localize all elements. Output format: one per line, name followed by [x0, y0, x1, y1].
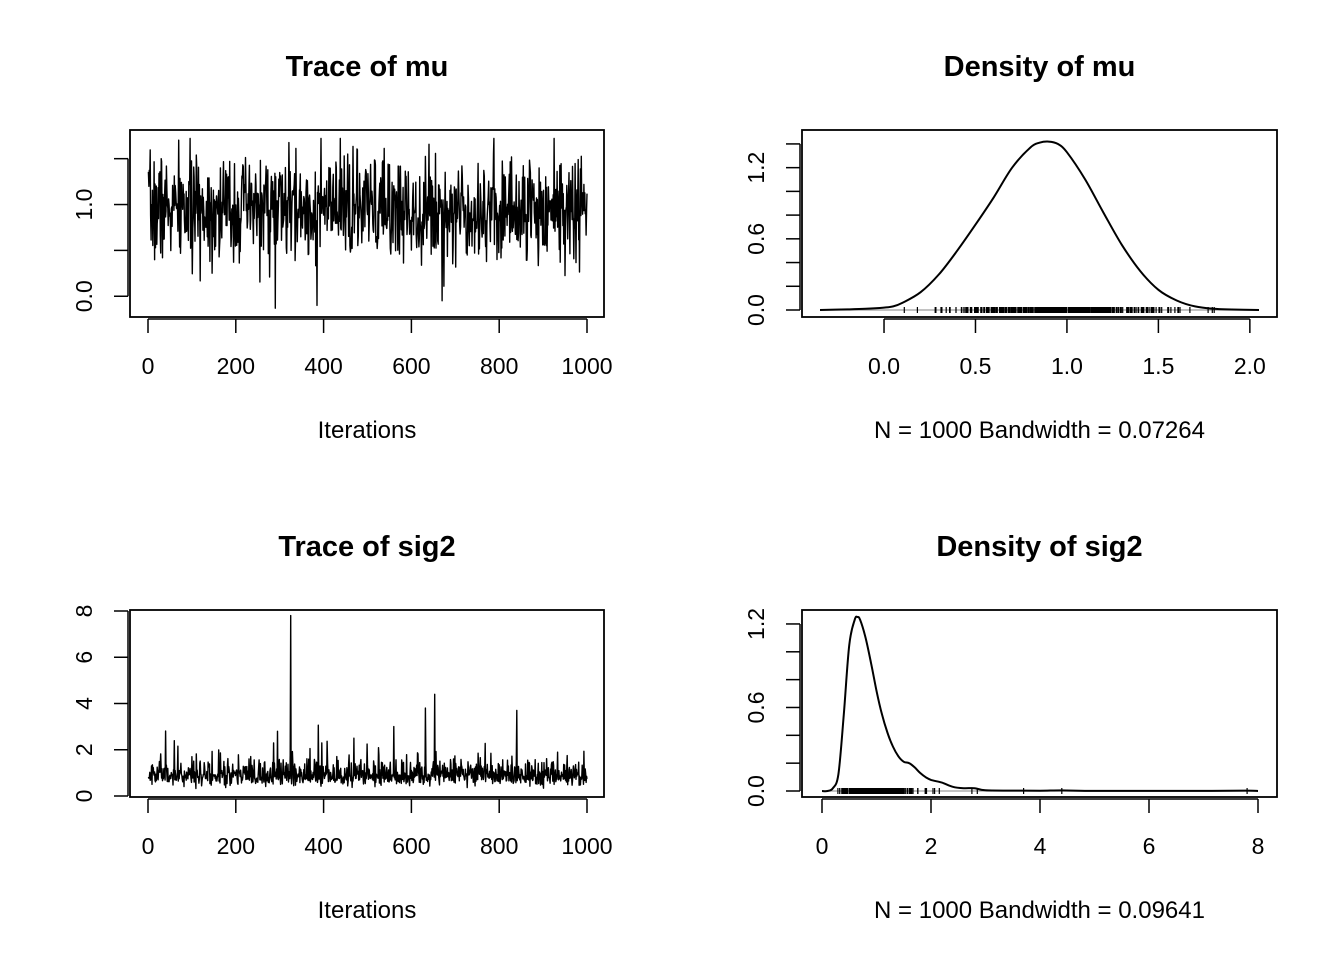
trace_sig2-y-tick-label: 6	[71, 651, 97, 664]
density_mu-x-tick-label: 1.0	[1051, 353, 1083, 379]
trace_sig2-frame	[129, 609, 605, 798]
density_mu-rug	[903, 307, 1215, 313]
density_sig2-plot	[821, 615, 1259, 794]
trace_mu-x-tick-label: 800	[480, 353, 518, 379]
trace_sig2-x-tick-label: 600	[392, 833, 430, 859]
density_mu-x-tick-label: 2.0	[1234, 353, 1266, 379]
trace_sig2-x-tick-label: 0	[142, 833, 155, 859]
trace_mu-x-tick-label: 1000	[561, 353, 612, 379]
trace_mu-x-tick-label: 400	[304, 353, 342, 379]
trace_mu-y-tick-label: 1.0	[71, 189, 97, 221]
trace_mu-xlabel: Iterations	[318, 417, 417, 444]
trace_sig2-y-tick-label: 8	[71, 605, 97, 618]
density_mu-x-tick-label: 0.5	[959, 353, 991, 379]
density_mu-xlabel: N = 1000 Bandwidth = 0.07264	[874, 417, 1205, 444]
density_mu-frame	[801, 129, 1278, 318]
density_sig2-frame	[801, 609, 1278, 798]
density_sig2-rug	[837, 788, 1248, 794]
trace_sig2-y-tick-label: 2	[71, 743, 97, 756]
trace_mu-plot	[147, 137, 588, 309]
density_sig2-xlabel: N = 1000 Bandwidth = 0.09641	[874, 897, 1205, 924]
density_mu-x-tick-label: 1.5	[1142, 353, 1174, 379]
trace-line-mu	[147, 137, 588, 309]
trace-line-sig2	[147, 614, 588, 790]
density_sig2-x-tick-label: 0	[816, 833, 829, 859]
trace_mu-x-tick-label: 600	[392, 353, 430, 379]
trace_sig2-y-tick-label: 4	[71, 697, 97, 710]
trace_mu-x-tick-label: 200	[217, 353, 255, 379]
density_sig2-y-tick-label: 0.0	[743, 775, 769, 807]
density_sig2-curve	[821, 615, 1259, 793]
density_sig2-title: Density of sig2	[936, 531, 1142, 563]
trace_sig2-x-tick-label: 200	[217, 833, 255, 859]
density_sig2-y-tick-label: 0.6	[743, 691, 769, 723]
density_mu-curve	[819, 140, 1260, 311]
density_mu-y-tick-label: 0.6	[743, 223, 769, 255]
trace_sig2-title: Trace of sig2	[278, 531, 455, 563]
density_mu-x-tick-label: 0.0	[868, 353, 900, 379]
density_mu-title: Density of mu	[944, 51, 1136, 83]
density_sig2-y-tick-label: 1.2	[743, 608, 769, 640]
trace_mu-x-tick-label: 0	[142, 353, 155, 379]
density_sig2-x-tick-label: 6	[1143, 833, 1156, 859]
trace_sig2-plot	[147, 614, 588, 790]
trace_sig2-y-tick-label: 0	[71, 790, 97, 803]
trace_sig2-xlabel: Iterations	[318, 897, 417, 924]
trace_sig2-x-tick-label: 400	[304, 833, 342, 859]
trace_sig2-x-tick-label: 1000	[561, 833, 612, 859]
trace_mu-frame	[129, 129, 605, 318]
trace_mu-title: Trace of mu	[286, 51, 449, 83]
trace_mu-y-tick-label: 0.0	[71, 280, 97, 312]
density_mu-y-tick-label: 0.0	[743, 294, 769, 326]
density_sig2-x-tick-label: 8	[1252, 833, 1265, 859]
density_mu-y-tick-label: 1.2	[743, 152, 769, 184]
density_sig2-x-tick-label: 2	[925, 833, 938, 859]
density_sig2-x-tick-label: 4	[1034, 833, 1047, 859]
trace_sig2-x-tick-label: 800	[480, 833, 518, 859]
density_mu-plot	[819, 140, 1260, 313]
